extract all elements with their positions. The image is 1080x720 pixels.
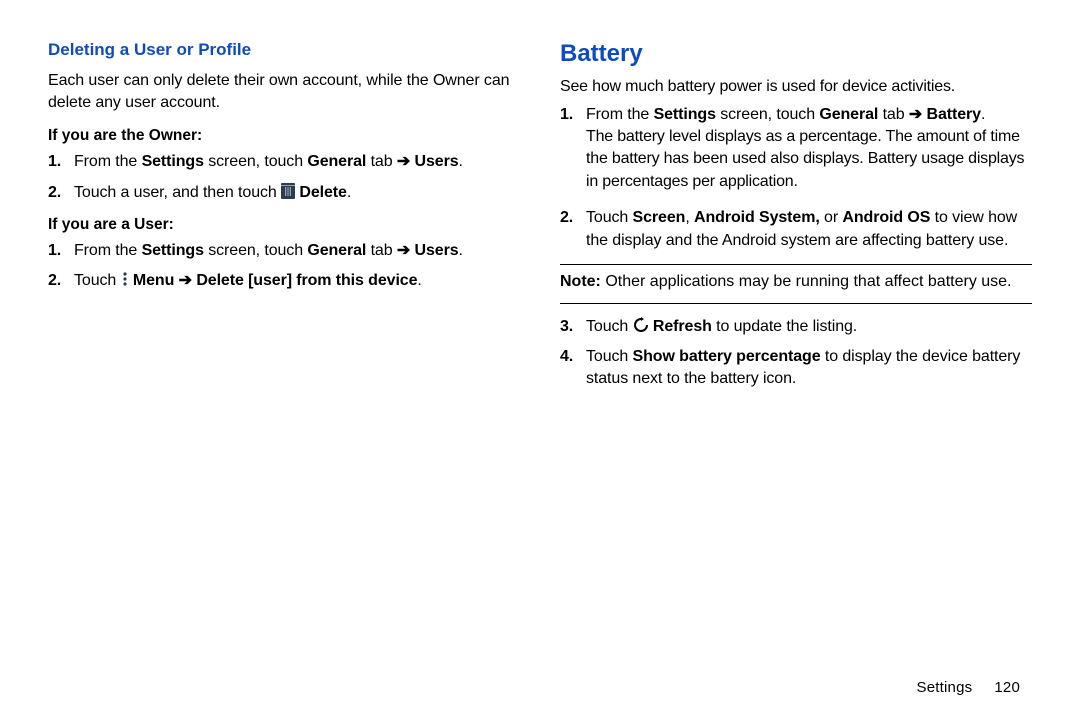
arrow-icon: ➔ bbox=[397, 153, 410, 170]
step-text: Touch Screen, Android System, or Android… bbox=[582, 207, 1032, 252]
owner-steps: 1. From the Settings screen, touch Gener… bbox=[48, 151, 520, 204]
step-text: Touch Show battery percentage to display… bbox=[582, 346, 1032, 391]
step-text: Touch a user, and then touch Delete. bbox=[70, 182, 520, 204]
arrow-icon: ➔ bbox=[397, 242, 410, 259]
owner-heading: If you are the Owner: bbox=[48, 127, 520, 145]
intro-right: See how much battery power is used for d… bbox=[560, 76, 1032, 98]
owner-step-2: 2. Touch a user, and then touch Delete. bbox=[70, 182, 520, 204]
battery-step-2: 2. Touch Screen, Android System, or Andr… bbox=[582, 207, 1032, 252]
step-number: 2. bbox=[560, 207, 573, 229]
user-steps: 1. From the Settings screen, touch Gener… bbox=[48, 240, 520, 293]
step-text: Touch Refresh to update the listing. bbox=[582, 316, 1032, 338]
battery-steps-1: 1. From the Settings screen, touch Gener… bbox=[560, 104, 1032, 252]
page-footer: Settings 120 bbox=[917, 679, 1020, 696]
step-number: 2. bbox=[48, 182, 61, 204]
refresh-icon bbox=[633, 317, 649, 333]
intro-left: Each user can only delete their own acco… bbox=[48, 70, 520, 113]
step-text: From the Settings screen, touch General … bbox=[70, 240, 520, 262]
step-number: 4. bbox=[560, 346, 573, 368]
step-text: From the Settings screen, touch General … bbox=[70, 151, 520, 173]
arrow-icon: ➔ bbox=[179, 272, 192, 289]
user-heading: If you are a User: bbox=[48, 216, 520, 234]
footer-section: Settings bbox=[917, 679, 973, 696]
battery-step-3: 3. Touch Refresh to update the listing. bbox=[582, 316, 1032, 338]
note-label: Note: bbox=[560, 273, 601, 290]
step-number: 1. bbox=[48, 240, 61, 262]
heading-deleting: Deleting a User or Profile bbox=[48, 40, 520, 60]
battery-step-4: 4. Touch Show battery percentage to disp… bbox=[582, 346, 1032, 391]
battery-steps-2: 3. Touch Refresh to update the listing. … bbox=[560, 316, 1032, 391]
user-step-1: 1. From the Settings screen, touch Gener… bbox=[70, 240, 520, 262]
menu-icon bbox=[121, 271, 129, 287]
heading-battery: Battery bbox=[560, 40, 1032, 68]
left-column: Deleting a User or Profile Each user can… bbox=[48, 40, 520, 403]
trash-icon bbox=[281, 183, 295, 199]
step-text: Touch Menu ➔ Delete [user] from this dev… bbox=[70, 270, 520, 292]
battery-step-1: 1. From the Settings screen, touch Gener… bbox=[582, 104, 1032, 194]
owner-step-1: 1. From the Settings screen, touch Gener… bbox=[70, 151, 520, 173]
step-number: 1. bbox=[560, 104, 573, 126]
step-number: 2. bbox=[48, 270, 61, 292]
page-content: Deleting a User or Profile Each user can… bbox=[0, 0, 1080, 423]
note-box: Note: Other applications may be running … bbox=[560, 264, 1032, 304]
step-text: From the Settings screen, touch General … bbox=[582, 104, 1032, 194]
step-number: 3. bbox=[560, 316, 573, 338]
step-number: 1. bbox=[48, 151, 61, 173]
arrow-icon: ➔ bbox=[909, 106, 922, 123]
user-step-2: 2. Touch Menu ➔ Delete [user] from this … bbox=[70, 270, 520, 292]
footer-page-number: 120 bbox=[994, 679, 1020, 696]
right-column: Battery See how much battery power is us… bbox=[560, 40, 1032, 403]
note-text: Other applications may be running that a… bbox=[601, 273, 1012, 290]
